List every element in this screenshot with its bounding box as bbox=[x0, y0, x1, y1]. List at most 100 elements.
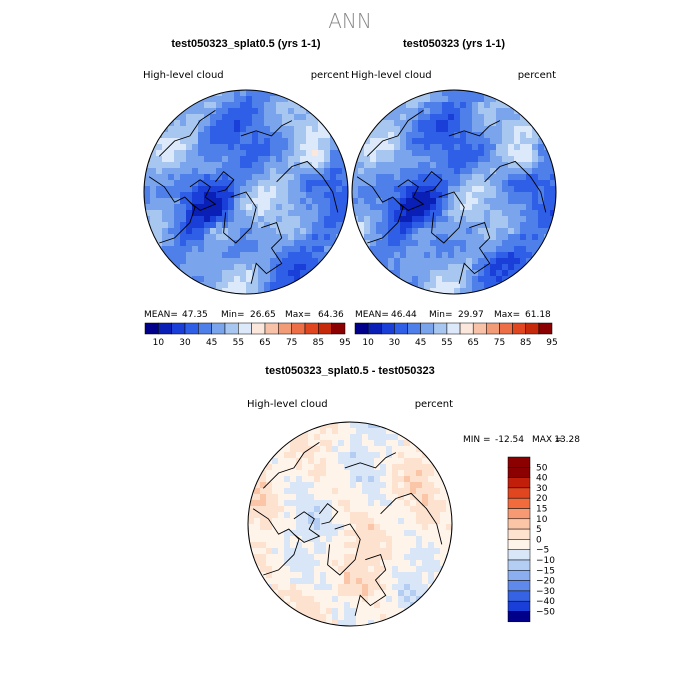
panel1-map-cell bbox=[186, 204, 193, 211]
panel1-map-cell bbox=[306, 258, 313, 265]
panel2-map-cell bbox=[442, 264, 449, 271]
panel1-map-cell bbox=[192, 174, 199, 181]
panel2-map-cell bbox=[376, 168, 383, 175]
panel2-map-cell bbox=[430, 198, 437, 205]
panel2-map-cell bbox=[418, 186, 425, 193]
panel3-map-cell bbox=[386, 578, 393, 585]
panel2-map-cell bbox=[484, 168, 491, 175]
panel2-map-cell bbox=[358, 240, 365, 247]
panel2-map-cell bbox=[370, 186, 377, 193]
panel3-map-cell bbox=[410, 608, 417, 615]
panel3-map-cell bbox=[302, 548, 309, 555]
panel1-map-cell bbox=[276, 174, 283, 181]
panel1-map-cell bbox=[204, 186, 211, 193]
panel3-map-cell bbox=[344, 434, 351, 441]
panel1-map-cell bbox=[342, 174, 348, 181]
panel3-map-cell bbox=[416, 488, 423, 495]
panel1-max-label: Max= bbox=[285, 310, 311, 320]
panel3-map-cell bbox=[410, 434, 417, 441]
panel1-map-cell bbox=[210, 174, 217, 181]
panel1-map-cell bbox=[210, 252, 217, 259]
panel3-map-cell bbox=[386, 434, 393, 441]
panel1-map-cell bbox=[276, 186, 283, 193]
panel2-map-cell bbox=[388, 204, 395, 211]
panel2-map-cell bbox=[478, 132, 485, 139]
panel2-map-cell bbox=[484, 246, 491, 253]
panel3-map-cell bbox=[356, 470, 363, 477]
panel3-map-cell bbox=[434, 572, 441, 579]
panel1-map-cell bbox=[270, 276, 277, 283]
panel3-map-cell bbox=[368, 566, 375, 573]
panel2-map-cell bbox=[382, 240, 389, 247]
panel1-map-cell bbox=[306, 240, 313, 247]
panel1-map-cell bbox=[222, 186, 229, 193]
panel1-map-cell bbox=[210, 192, 217, 199]
panel2-map-cell bbox=[364, 210, 371, 217]
panel1-map-cell bbox=[240, 174, 247, 181]
panel3-map-cell bbox=[320, 614, 327, 621]
panel2-map-cell bbox=[496, 186, 503, 193]
panel2-map-cell bbox=[454, 90, 461, 97]
panel3-map-cell bbox=[350, 578, 357, 585]
panel3-map-cell bbox=[308, 548, 315, 555]
panel3-map-cell bbox=[302, 542, 309, 549]
panel3-map-cell bbox=[422, 572, 429, 579]
panel2-map-cell bbox=[418, 144, 425, 151]
panel3-map-cell bbox=[272, 560, 279, 567]
panel2-map-cell bbox=[448, 198, 455, 205]
panel1-map-cell bbox=[240, 108, 247, 115]
panel1-min-label: Min= bbox=[221, 310, 245, 320]
panel3-map-cell bbox=[368, 476, 375, 483]
panel3-map-cell bbox=[446, 536, 452, 543]
panel1-map-cell bbox=[192, 162, 199, 169]
panel3-map-cell bbox=[392, 512, 399, 519]
panel2-map-cell bbox=[478, 258, 485, 265]
panel2-map-cell bbox=[496, 270, 503, 277]
panel2-map-cell bbox=[466, 264, 473, 271]
panel1-map-cell bbox=[222, 204, 229, 211]
panel1-map-cell bbox=[228, 252, 235, 259]
panel1-map-cell bbox=[216, 102, 223, 109]
panel1-map-cell bbox=[294, 234, 301, 241]
panel2-min-label: Min= bbox=[429, 310, 453, 320]
panel3-map-cell bbox=[314, 560, 321, 567]
panel2-map-cell bbox=[430, 156, 437, 163]
panel2-map-cell bbox=[496, 126, 503, 133]
panel1-map-cell bbox=[264, 246, 271, 253]
panel1-map-cell bbox=[324, 198, 331, 205]
panel1-map-cell bbox=[300, 234, 307, 241]
panel2-map-cell bbox=[436, 282, 443, 289]
panel3-map-cell bbox=[338, 572, 345, 579]
panel3-map-cell bbox=[332, 608, 339, 615]
panel2-map-cell bbox=[364, 174, 371, 181]
panel2-map-cell bbox=[406, 234, 413, 241]
panel2-map-cell bbox=[412, 258, 419, 265]
panel1-map-cell bbox=[204, 240, 211, 247]
panel3-map-cell bbox=[416, 452, 423, 459]
panel3-map-cell bbox=[308, 500, 315, 507]
panel2-map-cell bbox=[544, 210, 551, 217]
panel2-colorbar-box bbox=[459, 322, 474, 335]
panel3-map-cell bbox=[392, 452, 399, 459]
panel3-map-cell bbox=[278, 578, 285, 585]
panel1-map-cell bbox=[168, 252, 175, 259]
panel1-map-cell bbox=[252, 156, 259, 163]
panel3-map-cell bbox=[326, 602, 333, 609]
panel2-map-cell bbox=[484, 174, 491, 181]
panel3-map-cell bbox=[440, 506, 447, 513]
panel2-map-cell bbox=[424, 240, 431, 247]
panel1-colorbar-box bbox=[224, 322, 239, 335]
panel1-colorbar: 10 30 45 55 65 75 85 95 bbox=[144, 322, 351, 348]
panel1-map-cell bbox=[240, 186, 247, 193]
panel2-map-cell bbox=[460, 150, 467, 157]
panel3-map-cell bbox=[380, 524, 387, 531]
panel3-map-cell bbox=[344, 614, 351, 621]
panel1-map-cell bbox=[144, 186, 151, 193]
panel3-map-cell bbox=[434, 458, 441, 465]
panel2-map-cell bbox=[352, 204, 359, 211]
panel2-map-cell bbox=[520, 108, 527, 115]
panel3-map-cell bbox=[416, 554, 423, 561]
panel3-map-cell bbox=[434, 542, 441, 549]
panel2-map-cell bbox=[484, 198, 491, 205]
panel3-map-cell bbox=[404, 602, 411, 609]
